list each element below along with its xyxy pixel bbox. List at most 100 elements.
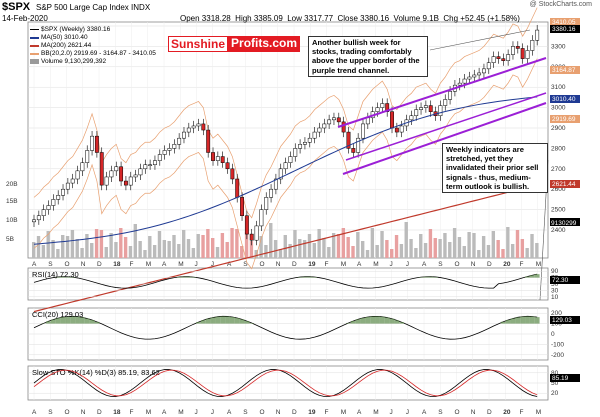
candle-body xyxy=(244,215,249,235)
volume-bar xyxy=(264,245,268,258)
volume-bar xyxy=(477,250,481,258)
x-tick-label-bottom: M xyxy=(146,409,151,416)
candle-body xyxy=(351,148,356,153)
volume-bar xyxy=(196,234,200,258)
candle-body xyxy=(457,82,462,86)
volume-bar xyxy=(143,250,147,258)
sunshine-profits-logo: Sunshine Profits.com xyxy=(168,36,301,52)
x-tick-label: M xyxy=(373,261,378,268)
volume-bar xyxy=(385,240,389,258)
ind-title: Slow STO %K(14) %D(3) 85.19, 83.62 xyxy=(32,368,160,377)
volume-bar xyxy=(491,231,496,258)
volume-tick-label: 15B xyxy=(6,198,18,205)
candle-body xyxy=(394,127,399,133)
x-tick-label-bottom: O xyxy=(65,409,70,416)
close-value: Close 3380.16 xyxy=(337,14,390,23)
candle-body xyxy=(283,162,288,170)
volume-bar xyxy=(530,234,534,258)
ind-tick-label: 80 xyxy=(551,370,559,377)
volume-bar xyxy=(162,240,167,258)
candle-body xyxy=(399,125,404,133)
x-tick-label: N xyxy=(81,261,86,268)
volume-tick-label: 20B xyxy=(6,181,18,188)
ind-fill xyxy=(79,317,85,324)
ind-fill xyxy=(244,321,250,324)
ind-tag-bg xyxy=(550,316,580,324)
ind-fill xyxy=(181,276,187,278)
ind-fill xyxy=(399,322,405,324)
ind-fill xyxy=(205,318,211,324)
candle-body xyxy=(61,188,65,196)
channel-upper-line xyxy=(337,57,547,128)
volume-bar xyxy=(32,242,36,258)
x-tick-label: S xyxy=(48,261,53,268)
x-tick-label: J xyxy=(211,261,214,268)
legend-ma50: MA(50) 3010.40 xyxy=(30,34,88,41)
candle-body xyxy=(307,137,312,143)
candle-body xyxy=(157,154,162,161)
symbol-name: S&P 500 Large Cap Index INDX xyxy=(36,3,151,12)
x-tick-label-bottom: M xyxy=(373,409,378,416)
ind-fill xyxy=(225,316,230,324)
ind-tick-label: 10 xyxy=(551,294,559,301)
price-tag: 3164.87 xyxy=(552,67,576,74)
candle-body xyxy=(211,152,215,161)
ind-fill xyxy=(360,317,366,324)
volume-bar xyxy=(269,223,273,258)
ind-tick-label: 20 xyxy=(551,390,559,397)
candle-body xyxy=(230,168,235,180)
price-tag-bg xyxy=(550,95,580,103)
x-tick-label-bottom: 20 xyxy=(503,409,511,416)
candle-body xyxy=(525,50,530,59)
candle-body xyxy=(99,152,104,186)
ind-fill xyxy=(379,316,385,324)
ind-fill xyxy=(239,319,245,324)
candle-body xyxy=(182,131,186,139)
ind-fill xyxy=(60,317,66,324)
x-tick-label-bottom: S xyxy=(48,409,53,416)
ind-fill xyxy=(525,316,530,324)
ind-fill xyxy=(394,320,400,324)
x-tick-label: O xyxy=(455,261,460,268)
x-tick-label: M xyxy=(341,261,346,268)
candle-body xyxy=(530,40,535,51)
change-value: Chg +52.45 (+1.58%) xyxy=(443,14,520,23)
ind-fill xyxy=(428,276,434,278)
volume-bar xyxy=(201,235,205,258)
candle-body xyxy=(409,115,414,121)
volume-bar xyxy=(322,238,326,258)
x-tick-label-bottom: A xyxy=(357,409,362,416)
volume-bar xyxy=(215,247,220,258)
ind-tick-label: 100 xyxy=(551,321,562,328)
volume-bar xyxy=(177,244,181,258)
channel-lower-line xyxy=(342,102,547,175)
candle-body xyxy=(196,123,201,127)
ind-fill xyxy=(50,319,56,324)
candle-body xyxy=(481,68,486,74)
x-tick-label-bottom: N xyxy=(276,409,281,416)
volume-bar xyxy=(104,247,108,258)
volume-bar xyxy=(535,243,539,258)
volume-bar xyxy=(399,244,404,258)
volume-bar xyxy=(457,237,462,258)
candle-body xyxy=(496,56,501,59)
ind-fill xyxy=(75,316,80,324)
volume-bar xyxy=(433,238,437,258)
ind-tick-label: 50 xyxy=(551,380,559,387)
main-panel-frame xyxy=(27,21,549,259)
price-tag: 2919.69 xyxy=(552,116,576,123)
x-tick-label-bottom: J xyxy=(390,409,393,416)
ohlc-line: Open 3318.28 High 3385.09 Low 3317.77 Cl… xyxy=(180,14,520,23)
ind-fill xyxy=(176,276,182,278)
open-value: Open 3318.28 xyxy=(180,14,231,23)
ind-tag: 129.03 xyxy=(552,317,572,324)
volume-bar xyxy=(61,235,65,258)
candle-body xyxy=(177,137,182,145)
candle-body xyxy=(172,144,177,149)
x-tick-label-bottom: J xyxy=(406,409,409,416)
candle-body xyxy=(56,195,61,200)
x-tick-label-bottom: A xyxy=(227,409,232,416)
volume-bar xyxy=(307,234,312,258)
candle-body xyxy=(148,164,153,166)
